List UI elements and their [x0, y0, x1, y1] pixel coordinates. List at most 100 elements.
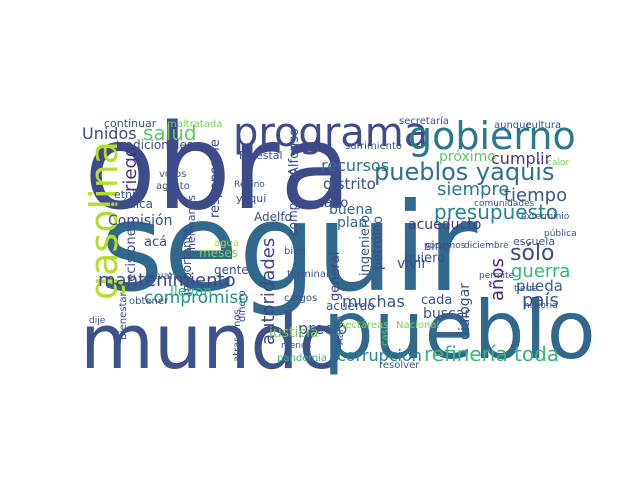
- word: cabo: [317, 196, 348, 211]
- word: siempre: [437, 179, 510, 200]
- word: importante: [180, 228, 194, 295]
- word: distrito: [323, 175, 376, 193]
- word: sólo: [510, 241, 555, 266]
- word: terminar: [287, 269, 331, 280]
- word: sino: [425, 239, 450, 253]
- word: decisiones: [124, 221, 139, 290]
- word: Nacional: [396, 320, 439, 331]
- word: quiero: [404, 251, 445, 266]
- word: salud: [143, 121, 197, 145]
- word: agua: [214, 238, 239, 249]
- word: seguir: [100, 177, 478, 319]
- word: compromiso: [144, 288, 249, 308]
- word: Regino: [234, 180, 265, 190]
- word: bien: [284, 246, 306, 257]
- word: acuerdo: [326, 299, 375, 313]
- word: guerra: [511, 261, 570, 282]
- word: etnia: [114, 188, 142, 201]
- word: hermanos: [185, 195, 198, 250]
- word: casi: [380, 326, 391, 346]
- word: Bienestar: [118, 291, 129, 340]
- word: atrasemos: [232, 309, 243, 362]
- word: pueda: [516, 277, 563, 295]
- word: tradicionales: [116, 138, 193, 152]
- word: dialogar: [457, 283, 473, 340]
- word: cultura: [526, 120, 561, 131]
- word: cumplir: [491, 149, 552, 168]
- word: ingeniero: [358, 215, 373, 276]
- word: secretaría: [399, 115, 449, 127]
- word: pública: [544, 229, 577, 239]
- word: refinería toda: [424, 342, 559, 366]
- word: médica: [109, 197, 153, 211]
- word: pandemia: [277, 353, 327, 364]
- word: justicia: [268, 325, 319, 341]
- word: recursos: [321, 156, 389, 175]
- word: muchas: [342, 292, 405, 311]
- word: permite: [479, 271, 515, 281]
- word: obtener: [129, 296, 169, 307]
- word: Comisión: [108, 213, 173, 229]
- word: podemos: [424, 241, 466, 251]
- word: autoridades: [258, 238, 279, 345]
- word: precio: [298, 319, 347, 338]
- word: calor: [547, 158, 569, 168]
- word: Alfonso: [287, 128, 302, 176]
- word: compañero: [286, 168, 300, 236]
- word: aunque: [494, 120, 532, 131]
- word: dinero: [237, 290, 248, 322]
- word: petróleo: [371, 216, 386, 270]
- word: acá: [144, 235, 167, 250]
- word: yaqui: [236, 192, 266, 205]
- word: cada: [421, 293, 452, 308]
- cloud-background: [80, 112, 580, 372]
- word: continuar: [104, 117, 157, 130]
- word: mantenimiento: [98, 270, 236, 291]
- word: buena: [329, 202, 373, 218]
- word: cargos: [284, 293, 317, 304]
- word: diciembre: [464, 241, 509, 251]
- word: escuela: [513, 235, 555, 248]
- word: hectáreas: [339, 319, 388, 331]
- word: historia: [524, 301, 558, 311]
- word: meses: [199, 246, 238, 260]
- word: gobierno: [408, 114, 576, 158]
- word: programa: [233, 110, 428, 156]
- word: plan: [337, 215, 367, 231]
- word: años: [487, 258, 508, 301]
- word: general: [328, 252, 343, 301]
- word: acueducto: [408, 217, 481, 233]
- word: comunidades: [474, 199, 535, 209]
- word: sufrimiento: [345, 141, 402, 152]
- word: llevar: [146, 271, 175, 282]
- word: riego: [120, 146, 141, 192]
- word: presupuesto: [434, 200, 558, 224]
- word: Aarón: [334, 316, 346, 345]
- word: resolver: [379, 360, 420, 371]
- word: maltratada: [167, 119, 222, 130]
- word: llevan: [170, 284, 212, 300]
- word: pueblo: [323, 284, 596, 377]
- word: buscar: [423, 306, 470, 322]
- word: corrupción: [337, 346, 422, 365]
- word: próximo: [439, 149, 496, 165]
- word: Adelfo: [254, 210, 292, 224]
- word: gasolina: [82, 141, 126, 300]
- word: dije: [89, 316, 106, 326]
- word: exterminio: [521, 212, 570, 222]
- word: Unidos: [82, 124, 137, 143]
- word: pueblos yaquis: [374, 158, 554, 186]
- word: tierra: [514, 284, 538, 294]
- word: votos: [159, 169, 186, 180]
- word: Forestal: [239, 149, 283, 162]
- word: mundo: [80, 297, 345, 386]
- word: menos: [281, 341, 312, 351]
- word: responsable: [208, 139, 223, 218]
- word: agosto: [156, 181, 190, 192]
- word: obra: [84, 98, 352, 236]
- word: vivir: [397, 256, 427, 272]
- word: gente: [214, 263, 249, 277]
- word: país: [522, 290, 559, 311]
- word: tiempo: [504, 185, 567, 206]
